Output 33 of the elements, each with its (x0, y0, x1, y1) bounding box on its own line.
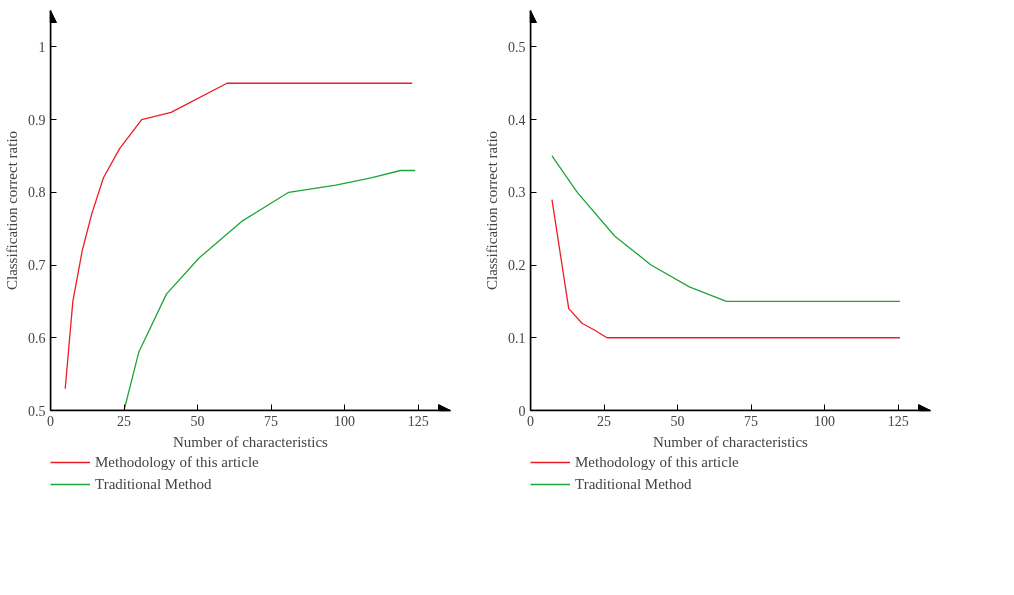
x-tick-label: 50 (670, 413, 685, 429)
y-tick-label: 0.7 (28, 258, 46, 274)
y-tick-label: 0.6 (28, 330, 46, 346)
x-tick-label: 125 (407, 413, 429, 429)
y-tick-label: 0 (518, 403, 526, 419)
y-tick-label: 0.8 (28, 185, 46, 201)
legend-label: Traditional Method (575, 475, 692, 493)
x-tick-label: 100 (334, 413, 356, 429)
x-tick-label: 100 (814, 413, 836, 429)
line-series (551, 155, 901, 303)
y-tick-label: 0.5 (508, 39, 526, 55)
x-axis-title: Number of characteristics (173, 433, 329, 450)
y-tick-label: 0.5 (28, 403, 46, 419)
x-axis-title: Number of characteristics (653, 433, 809, 450)
x-tick-label: 25 (117, 413, 132, 429)
y-axis-title: Classification correct ratio (484, 130, 500, 291)
y-tick-label: 0.1 (508, 330, 526, 346)
y-axis-title: Classification correct ratio (4, 130, 20, 291)
x-tick-label: 75 (264, 413, 279, 429)
y-tick-label: 0.2 (508, 258, 526, 274)
line-series (551, 198, 901, 339)
x-tick-label: 125 (887, 413, 909, 429)
y-tick-label: 1 (38, 39, 46, 55)
x-tick-label: 25 (597, 413, 612, 429)
legend-label: Methodology of this article (575, 453, 739, 471)
x-tick-label: 75 (744, 413, 759, 429)
y-tick-label: 0.3 (508, 185, 526, 201)
legend-label: Methodology of this article (95, 453, 259, 471)
y-tick-label: 0.4 (508, 112, 526, 128)
y-tick-label: 0.9 (28, 112, 46, 128)
legend-label: Traditional Method (95, 475, 212, 493)
line-series (64, 82, 413, 390)
x-tick-label: 50 (190, 413, 205, 429)
